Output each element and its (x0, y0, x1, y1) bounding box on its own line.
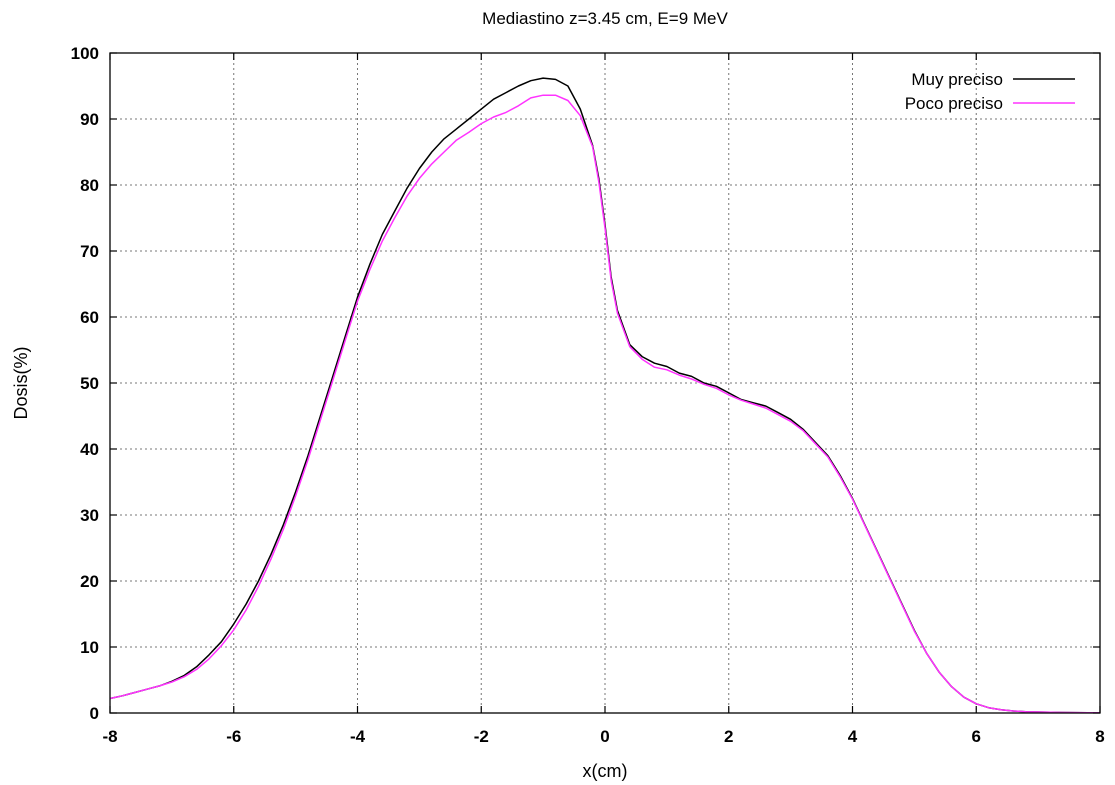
y-tick-label: 100 (71, 44, 99, 63)
series-layer (109, 77, 1100, 714)
x-tick-label: 8 (1095, 727, 1104, 746)
y-tick-label: 10 (80, 638, 99, 657)
x-tick-label: 4 (848, 727, 858, 746)
y-tick-label: 90 (80, 110, 99, 129)
y-axis-label: Dosis(%) (11, 346, 31, 419)
y-tick-label: 30 (80, 506, 99, 525)
series-line-poco-preciso (109, 94, 1100, 714)
y-tick-label: 60 (80, 308, 99, 327)
y-tick-label: 40 (80, 440, 99, 459)
x-axis-label: x(cm) (583, 761, 628, 781)
y-tick-label: 70 (80, 242, 99, 261)
chart-title: Mediastino z=3.45 cm, E=9 MeV (482, 9, 728, 28)
y-tick-label: 20 (80, 572, 99, 591)
x-tick-label: -4 (350, 727, 366, 746)
y-tick-label: 80 (80, 176, 99, 195)
x-tick-label: 0 (600, 727, 609, 746)
x-tick-label: -8 (102, 727, 117, 746)
x-tick-label: 2 (724, 727, 733, 746)
grid (110, 53, 1100, 713)
x-tick-label: -2 (474, 727, 489, 746)
x-tick-label: -6 (226, 727, 241, 746)
x-tick-label: 6 (972, 727, 981, 746)
y-tick-label: 0 (90, 704, 99, 723)
y-tick-label: 50 (80, 374, 99, 393)
legend-label-poco-preciso: Poco preciso (905, 94, 1003, 113)
ticks (109, 52, 1101, 714)
legend-label-muy-preciso: Muy preciso (911, 70, 1003, 89)
legend: Muy preciso Poco preciso (905, 70, 1075, 113)
